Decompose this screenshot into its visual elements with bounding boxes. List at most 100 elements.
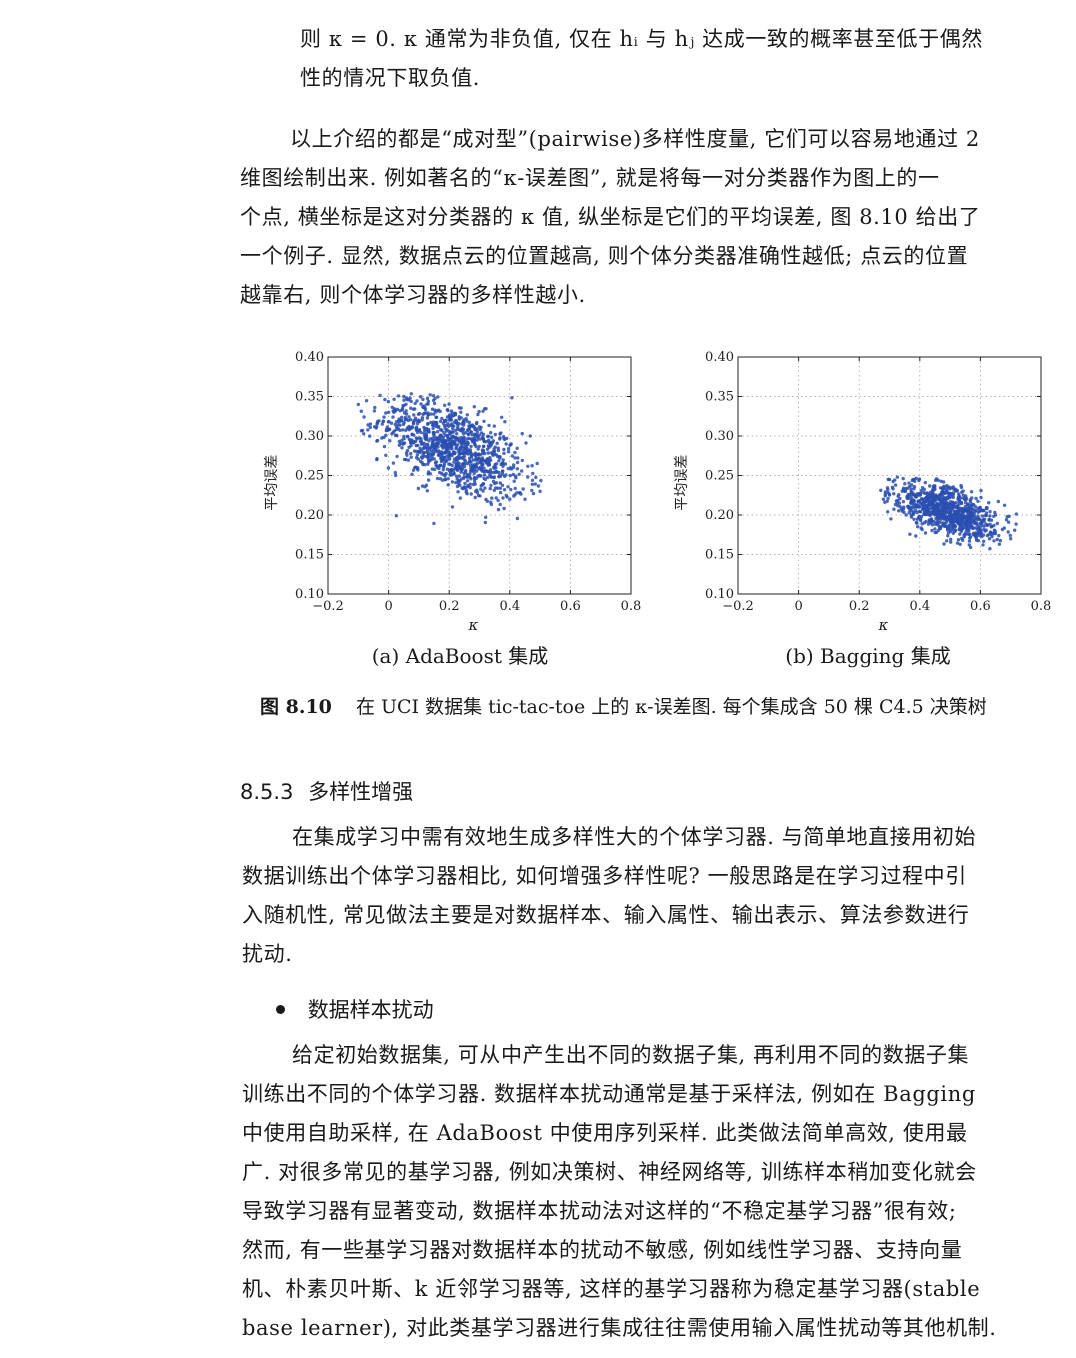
data-point (480, 469, 484, 473)
data-point (935, 522, 939, 526)
data-point (912, 485, 917, 489)
data-point (931, 488, 935, 493)
data-point (393, 408, 397, 413)
data-point (907, 504, 911, 508)
data-point (425, 446, 429, 450)
data-point (509, 467, 514, 471)
data-point (475, 430, 480, 434)
subcaption-bagging: (b) Bagging 集成 (785, 644, 951, 668)
data-point (984, 513, 988, 518)
data-point (493, 432, 497, 437)
data-point (401, 404, 405, 408)
data-point (510, 454, 515, 458)
x-tick-label: 0.6 (560, 599, 581, 614)
data-point (973, 509, 977, 513)
data-point (437, 435, 441, 440)
data-point (964, 496, 969, 500)
data-point (438, 419, 443, 423)
data-point (426, 452, 430, 456)
data-point (400, 446, 404, 450)
data-point (929, 517, 934, 521)
data-point (409, 451, 413, 456)
data-point (881, 497, 886, 501)
data-point (951, 495, 955, 500)
data-point (524, 441, 528, 445)
data-point (460, 426, 464, 431)
data-point (970, 496, 974, 500)
data-point (455, 484, 460, 489)
data-point (498, 481, 502, 485)
data-point (432, 401, 437, 406)
data-point (486, 434, 490, 438)
data-point (452, 424, 456, 428)
data-point (412, 413, 416, 417)
data-point (497, 459, 501, 463)
data-point (443, 426, 447, 430)
data-point (407, 424, 411, 429)
data-point (426, 399, 431, 403)
data-point (473, 465, 478, 469)
data-point (491, 439, 495, 443)
data-point (419, 395, 423, 399)
data-point (462, 435, 466, 440)
data-point (395, 454, 399, 459)
data-point (951, 491, 955, 495)
data-point (416, 486, 421, 491)
data-point (946, 485, 950, 489)
data-point (484, 407, 488, 411)
data-point (964, 529, 968, 533)
data-point (971, 531, 976, 535)
data-point (981, 543, 985, 547)
data-point (883, 500, 887, 504)
data-point (947, 502, 951, 507)
data-point (506, 450, 511, 454)
data-point (425, 416, 430, 420)
data-point (946, 510, 950, 514)
data-point (914, 520, 919, 525)
data-point (953, 524, 958, 529)
data-point (481, 436, 485, 441)
y-tick-label: 0.35 (295, 390, 324, 405)
data-point (968, 536, 972, 540)
data-point (405, 453, 409, 457)
data-point (387, 420, 391, 424)
data-point (948, 513, 952, 517)
data-point (382, 444, 387, 449)
data-point (978, 526, 982, 530)
data-point (987, 537, 992, 541)
data-point (949, 521, 953, 525)
y-tick-label: 0.20 (295, 508, 324, 523)
data-point (526, 475, 530, 479)
data-point (898, 496, 902, 501)
data-point (927, 509, 931, 514)
y-tick-label: 0.20 (705, 508, 734, 523)
data-point (517, 472, 521, 476)
text-line: 以上介绍的都是“成对型”(pairwise)多样性度量, 它们可以容易地通过 2 (290, 127, 980, 151)
data-point (427, 447, 431, 451)
x-tick-label: 0.4 (909, 599, 930, 614)
data-point (979, 521, 983, 525)
data-point (500, 483, 505, 487)
data-point (1002, 526, 1006, 530)
data-point (447, 402, 451, 406)
data-point (359, 429, 364, 433)
data-point (503, 437, 507, 441)
data-point (469, 430, 473, 434)
data-point (901, 476, 905, 481)
text-line: 个点, 横坐标是这对分类器的 κ 值, 纵坐标是它们的平均误差, 图 8.10 … (240, 205, 981, 229)
text-line: 性的情况下取负值. (300, 66, 481, 90)
data-point (430, 444, 435, 448)
data-point (456, 490, 460, 494)
data-point (440, 416, 444, 421)
data-point (481, 409, 485, 413)
data-point (481, 482, 485, 486)
data-point (953, 489, 958, 493)
data-point (501, 496, 505, 500)
data-point (486, 475, 490, 480)
data-point (460, 444, 464, 449)
data-point (494, 496, 498, 500)
data-point (436, 449, 441, 454)
data-point (951, 531, 955, 535)
data-point (913, 494, 918, 498)
text-line: 导致学习器有显著变动, 数据样本扰动法对这样的“不稳定基学习器”很有效; (242, 1199, 957, 1223)
